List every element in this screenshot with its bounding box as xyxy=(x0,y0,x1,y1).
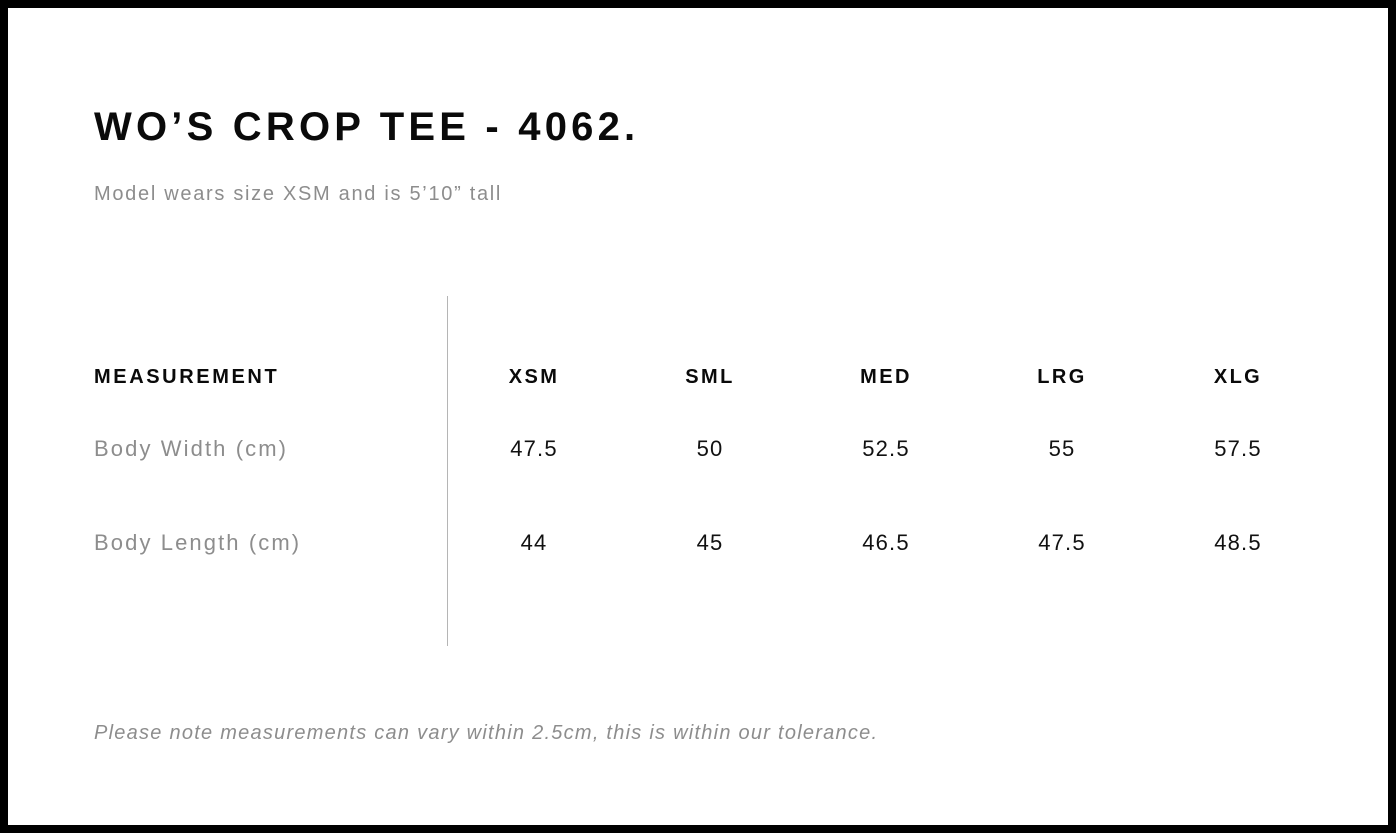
column-header-lrg: LRG xyxy=(1037,365,1087,388)
table-vertical-divider xyxy=(447,296,448,646)
column-header-measurement: MEASUREMENT xyxy=(94,365,280,388)
column-header-med: MED xyxy=(860,365,912,388)
header-block: WO’S CROP TEE - 4062. Model wears size X… xyxy=(94,104,1324,206)
size-chart-frame: WO’S CROP TEE - 4062. Model wears size X… xyxy=(8,8,1388,825)
table-row: Body Width (cm) 47.5 50 52.5 55 57.5 xyxy=(94,402,1326,496)
tolerance-footnote: Please note measurements can vary within… xyxy=(94,722,879,744)
cell-body-width-lrg: 55 xyxy=(1048,436,1076,461)
model-info-subtitle: Model wears size XSM and is 5’10” tall xyxy=(94,183,503,205)
page-title: WO’S CROP TEE - 4062. xyxy=(94,105,640,149)
cell-body-width-med: 52.5 xyxy=(862,436,910,461)
cell-body-length-med: 46.5 xyxy=(862,530,910,555)
column-header-xsm: XSM xyxy=(508,365,560,388)
row-label-body-length: Body Length (cm) xyxy=(94,530,302,555)
table-header-row: MEASUREMENT XSM SML MED LRG XLG xyxy=(94,352,1326,402)
cell-body-length-xsm: 44 xyxy=(520,530,548,555)
column-header-xlg: XLG xyxy=(1213,365,1263,388)
row-label-body-width: Body Width (cm) xyxy=(94,436,289,461)
cell-body-length-lrg: 47.5 xyxy=(1038,530,1086,555)
table-row: Body Length (cm) 44 45 46.5 47.5 48.5 xyxy=(94,496,1326,590)
cell-body-length-sml: 45 xyxy=(696,530,724,555)
cell-body-width-xlg: 57.5 xyxy=(1214,436,1262,461)
cell-body-width-xsm: 47.5 xyxy=(510,436,558,461)
size-measurements-table: MEASUREMENT XSM SML MED LRG XLG Body Wid… xyxy=(94,352,1326,590)
column-header-sml: SML xyxy=(685,365,735,388)
table-header: MEASUREMENT XSM SML MED LRG XLG xyxy=(94,352,1326,402)
table-body: Body Width (cm) 47.5 50 52.5 55 57.5 Bod… xyxy=(94,402,1326,590)
cell-body-length-xlg: 48.5 xyxy=(1214,530,1262,555)
cell-body-width-sml: 50 xyxy=(696,436,724,461)
